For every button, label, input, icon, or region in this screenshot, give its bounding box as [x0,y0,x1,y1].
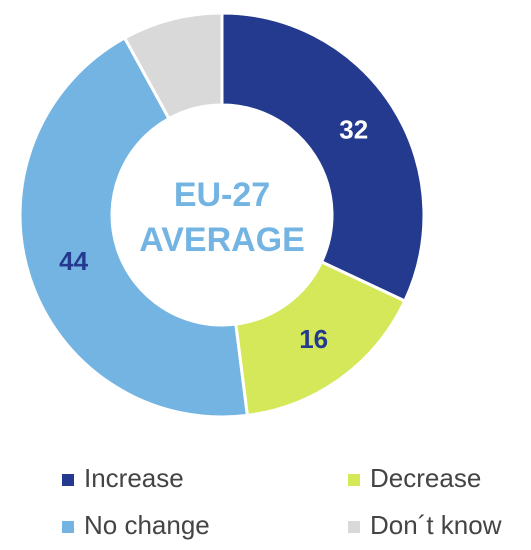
value-label: 44 [59,246,88,276]
donut-slice [234,259,407,418]
legend-swatch [62,521,74,533]
donut-slice [220,11,426,304]
center-text: AVERAGE [139,221,305,259]
legend-label: No change [84,510,210,540]
legend-swatch [348,474,360,486]
donut-slice [122,11,224,121]
legend-swatch [348,521,360,533]
value-label: 16 [299,324,328,354]
legend-label: Increase [84,463,184,493]
value-label: 32 [339,114,368,144]
legend-label: Don´t know [370,510,502,540]
donut-slice [18,35,249,419]
legend-swatch [62,474,74,486]
legend-label: Decrease [370,463,481,493]
center-text: EU-27 [174,176,270,214]
